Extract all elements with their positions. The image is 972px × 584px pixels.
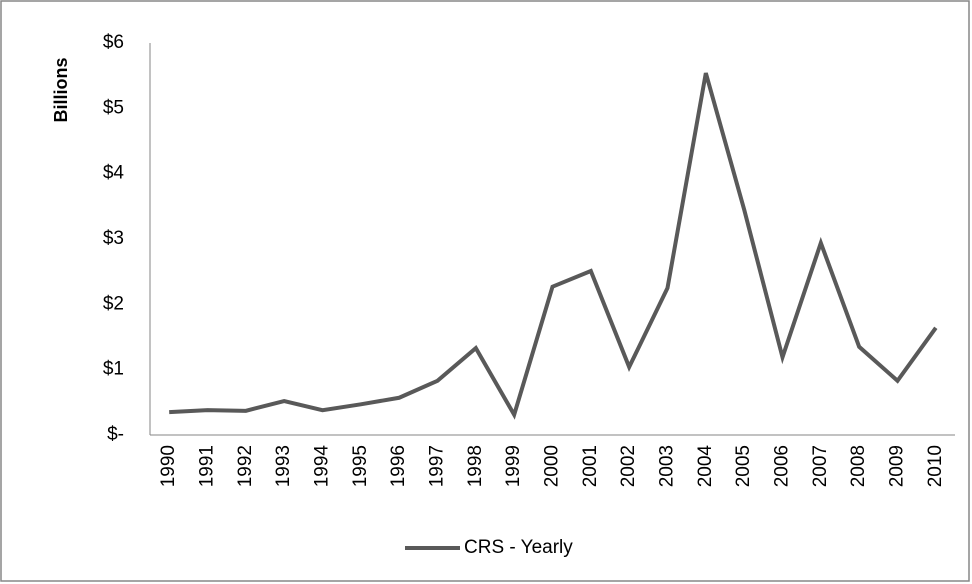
x-tick-label: 1997 <box>427 445 448 487</box>
x-tick-label: 2001 <box>580 445 601 487</box>
legend-label: CRS - Yearly <box>464 537 573 558</box>
x-tick-label: 2010 <box>925 445 946 487</box>
x-tick-label: 1994 <box>312 445 333 488</box>
x-tick-label: 1990 <box>158 445 179 487</box>
x-tick-label: 1992 <box>235 445 256 487</box>
y-tick-label: $4 <box>103 163 125 184</box>
x-tick-label: 2005 <box>733 445 754 487</box>
y-axis-label: Billions <box>51 57 71 122</box>
x-tick-label: 1998 <box>465 445 486 487</box>
x-tick-label: 2009 <box>887 445 908 487</box>
y-tick-label: $1 <box>103 359 124 380</box>
x-tick-label: 2007 <box>810 445 831 487</box>
line <box>169 72 938 420</box>
x-tick-label: 1996 <box>388 445 409 487</box>
x-tick-label: 2006 <box>772 445 793 487</box>
x-tick-label: 2008 <box>848 445 869 487</box>
y-tick-label: $5 <box>103 97 124 118</box>
x-tick-label: 1993 <box>273 445 294 487</box>
x-tick-label: 1995 <box>350 445 371 487</box>
x-tick-label: 2002 <box>618 445 639 487</box>
y-tick-label: $2 <box>103 293 124 314</box>
x-tick-label: 2000 <box>542 445 563 487</box>
x-tick-label: 2003 <box>657 445 678 487</box>
y-tick-label: $6 <box>103 32 124 53</box>
x-tick-label: 1991 <box>197 445 218 487</box>
x-tick-label: 1999 <box>503 445 524 487</box>
y-tick-label: $3 <box>103 228 124 249</box>
x-tick-label: 2004 <box>695 445 716 488</box>
y-tick-label: $- <box>107 424 124 445</box>
